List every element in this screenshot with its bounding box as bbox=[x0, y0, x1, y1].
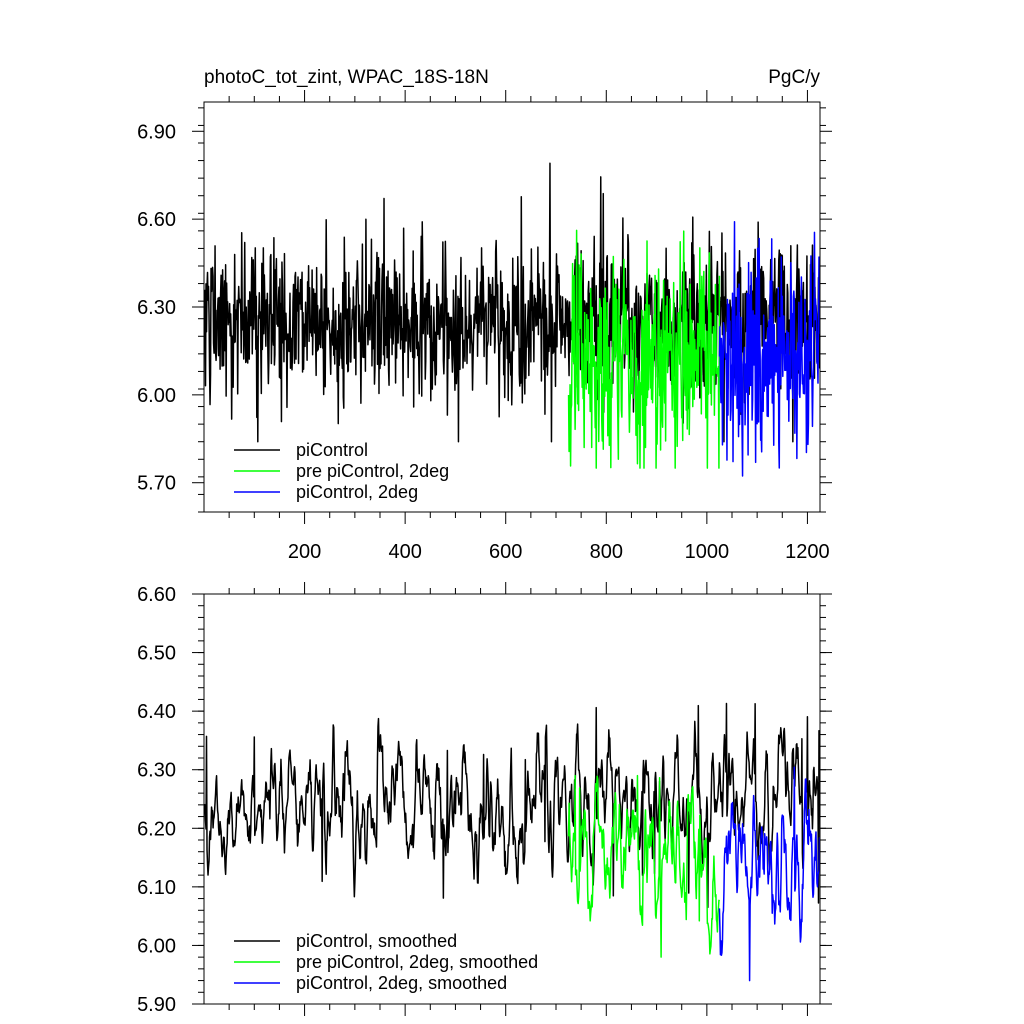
legend-0-label-2: piControl, 2deg bbox=[296, 482, 418, 502]
bottom-panel: 6.60 6.50 6.40 6.30 6.20 6.10 6.00 5.90 piContr… bbox=[137, 582, 832, 1016]
series-line-0-0 bbox=[204, 162, 820, 443]
ytick-label-1-0: 6.60 bbox=[137, 584, 176, 606]
bottom-plot-area: 6.60 6.50 6.40 6.30 6.20 6.10 6.00 5.90 bbox=[137, 582, 832, 1016]
xtick-label-0-0: 200 bbox=[288, 541, 321, 563]
top-plot-area: 6.90 6.60 6.30 6.00 5.70 200 400 600 800 1000 1200 bbox=[137, 90, 832, 563]
legend-1-label-2: piControl, 2deg, smoothed bbox=[296, 973, 507, 993]
ytick-label-1-5: 6.10 bbox=[137, 877, 176, 899]
xtick-label-0-2: 600 bbox=[489, 541, 522, 563]
legend-0-label-1: pre piControl, 2deg bbox=[296, 461, 449, 481]
legend-0-label-0: piControl bbox=[296, 440, 368, 460]
ticks-0 bbox=[192, 90, 832, 524]
top-panel-units: PgC/y bbox=[768, 67, 820, 88]
series-line-0-1 bbox=[567, 229, 721, 469]
ytick-label-0-4: 5.70 bbox=[137, 473, 176, 495]
ytick-label-1-7: 5.90 bbox=[137, 994, 176, 1016]
ytick-label-0-1: 6.60 bbox=[137, 209, 176, 231]
ytick-label-0-2: 6.30 bbox=[137, 297, 176, 319]
xtick-label-0-5: 1200 bbox=[785, 541, 830, 563]
plot-frame-1 bbox=[203, 593, 821, 1005]
xtick-label-0-1: 400 bbox=[388, 541, 421, 563]
xtick-label-0-4: 1000 bbox=[685, 541, 730, 563]
series-line-1-0 bbox=[204, 702, 820, 909]
ytick-label-1-4: 6.20 bbox=[137, 818, 176, 840]
series-line-0-2 bbox=[718, 220, 820, 477]
xtick-label-0-3: 800 bbox=[590, 541, 623, 563]
series-line-1-2 bbox=[718, 766, 820, 982]
top-panel: photoC_tot_zint, WPAC_18S-18N PgC/y 6.90… bbox=[137, 67, 832, 563]
ytick-label-0-3: 6.00 bbox=[137, 385, 176, 407]
legend-1-label-1: pre piControl, 2deg, smoothed bbox=[296, 952, 538, 972]
ticks-1 bbox=[192, 582, 832, 1016]
ytick-label-1-6: 6.00 bbox=[137, 935, 176, 957]
bottom-legend: piControl, smoothed pre piControl, 2deg,… bbox=[234, 931, 538, 993]
top-legend: piControl pre piControl, 2deg piControl,… bbox=[234, 440, 449, 502]
ytick-label-1-3: 6.30 bbox=[137, 760, 176, 782]
top-panel-title: photoC_tot_zint, WPAC_18S-18N bbox=[204, 67, 489, 88]
series-group-1 bbox=[204, 702, 820, 982]
series-group-0 bbox=[204, 162, 820, 477]
series-line-1-1 bbox=[567, 774, 721, 958]
ytick-label-0-0: 6.90 bbox=[137, 121, 176, 143]
legend-1-label-0: piControl, smoothed bbox=[296, 931, 457, 951]
ytick-label-1-2: 6.40 bbox=[137, 701, 176, 723]
ytick-label-1-1: 6.50 bbox=[137, 643, 176, 665]
